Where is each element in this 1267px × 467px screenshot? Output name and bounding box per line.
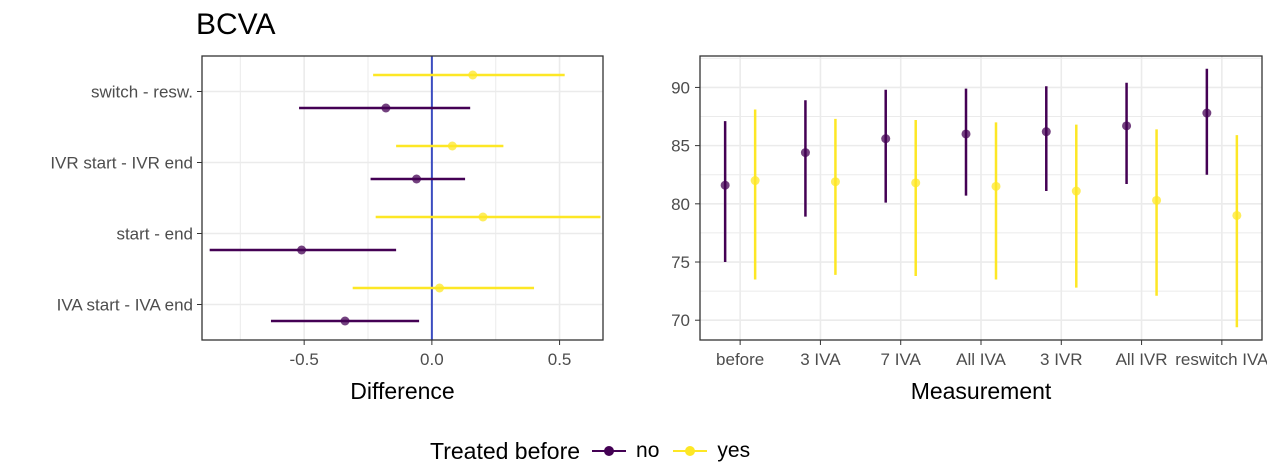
y-tick-label: 75 xyxy=(671,253,690,272)
y-tick-label: switch - resw. xyxy=(91,83,193,102)
point-no xyxy=(1202,108,1212,118)
point-yes xyxy=(911,178,921,188)
point-yes xyxy=(435,283,445,293)
y-tick-label: 80 xyxy=(671,195,690,214)
chart-title: BCVA xyxy=(196,8,276,41)
point-no xyxy=(961,129,971,139)
point-no xyxy=(381,103,391,113)
point-no xyxy=(800,148,810,158)
legend-label-no: no xyxy=(636,439,660,462)
x-tick-label: 3 IVR xyxy=(1040,350,1083,369)
point-no xyxy=(297,245,307,255)
legend: Treated before no yes xyxy=(430,436,764,466)
point-yes xyxy=(478,212,488,222)
panel-border-1 xyxy=(201,55,604,341)
point-no xyxy=(412,174,422,184)
legend-label-yes: yes xyxy=(717,439,751,462)
x-tick-label: All IVA xyxy=(956,350,1006,369)
point-yes xyxy=(1071,186,1081,196)
x-tick-label: -0.5 xyxy=(290,350,319,369)
point-yes xyxy=(1232,210,1242,220)
point-no xyxy=(720,180,730,190)
y-tick-label: 90 xyxy=(671,78,690,97)
point-no xyxy=(1041,127,1051,137)
difference-panel: IVA start - IVA end start - end IVR start … xyxy=(50,55,604,404)
y-tick-label: 70 xyxy=(671,311,690,330)
y-tick-label: IVA start - IVA end xyxy=(57,296,193,315)
point-no xyxy=(1122,121,1132,131)
plot-area-1 xyxy=(202,56,603,340)
point-yes xyxy=(750,176,760,186)
point-yes xyxy=(830,177,840,187)
legend-item-yes: yes xyxy=(673,439,750,463)
point-yes xyxy=(1152,195,1162,205)
point-yes xyxy=(468,70,478,80)
x-tick-label: reswitch IVA xyxy=(1175,350,1267,369)
x-tick-label: 0.0 xyxy=(420,350,444,369)
y-tick-label: start - end xyxy=(116,225,193,244)
y-tick-label: 85 xyxy=(671,137,690,156)
legend-item-no: no xyxy=(592,439,659,463)
legend-key-yes xyxy=(673,441,708,461)
measurement-panel: 70 75 80 85 90 before 3 IVA 7 IVA All IVA 3 IVR Al… xyxy=(671,55,1267,404)
x-tick-label: 0.5 xyxy=(548,350,572,369)
x-axis-title: Measurement xyxy=(911,378,1052,404)
x-tick-label: 3 IVA xyxy=(800,350,841,369)
legend-title: Treated before xyxy=(430,437,581,464)
point-yes xyxy=(991,181,1001,191)
x-tick-label: All IVR xyxy=(1116,350,1168,369)
x-tick-label: 7 IVA xyxy=(881,350,922,369)
legend-key-no xyxy=(592,441,627,461)
y-tick-label: IVR start - IVR end xyxy=(50,154,193,173)
x-axis-title: Difference xyxy=(350,378,454,404)
point-no xyxy=(340,316,350,326)
x-tick-label: before xyxy=(716,350,764,369)
point-yes xyxy=(447,141,457,151)
point-no xyxy=(881,134,891,144)
